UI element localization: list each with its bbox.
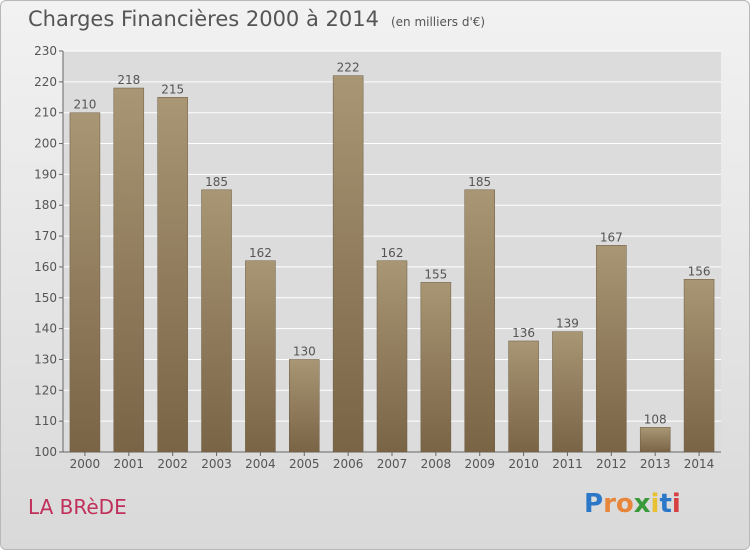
bar xyxy=(69,112,101,453)
y-tick-label: 120 xyxy=(34,383,57,397)
x-tick-label: 2000 xyxy=(70,457,101,471)
logo-letter: t xyxy=(659,489,672,519)
x-tick-label: 2005 xyxy=(289,457,320,471)
bar xyxy=(508,340,539,453)
x-tick-label: 2013 xyxy=(640,457,671,471)
y-tick-label: 170 xyxy=(34,229,57,243)
x-tick-label: 2011 xyxy=(552,457,583,471)
proxiti-logo: Proxiti xyxy=(584,489,681,519)
bar-value-label: 167 xyxy=(600,230,623,244)
bar xyxy=(420,282,452,453)
bar-value-label: 185 xyxy=(468,175,491,189)
chart-subtitle: (en milliers d'€) xyxy=(390,15,486,29)
x-tick-label: 2014 xyxy=(684,457,715,471)
y-tick-label: 210 xyxy=(34,106,57,120)
y-tick-label: 150 xyxy=(34,291,57,305)
bar xyxy=(683,279,715,453)
logo-letter: i xyxy=(671,489,681,519)
x-tick-label: 2006 xyxy=(333,457,364,471)
bar-value-label: 210 xyxy=(73,98,96,112)
y-tick-label: 220 xyxy=(34,75,57,89)
y-tick-label: 180 xyxy=(34,198,57,212)
bar xyxy=(113,87,145,453)
y-tick-label: 160 xyxy=(34,260,57,274)
y-tick-label: 110 xyxy=(34,414,57,428)
bar xyxy=(464,189,495,453)
bar-value-label: 130 xyxy=(293,344,316,358)
commune-name: LA BRèDE xyxy=(28,495,127,519)
bar-value-label: 218 xyxy=(117,73,140,87)
y-tick-label: 140 xyxy=(34,322,57,336)
bar-value-label: 108 xyxy=(644,412,667,426)
bar xyxy=(332,75,364,453)
bar-value-label: 215 xyxy=(161,82,184,96)
bar-value-label: 162 xyxy=(249,246,272,260)
y-tick-label: 190 xyxy=(34,167,57,181)
bar xyxy=(596,245,627,453)
bar xyxy=(157,97,188,453)
bar-value-label: 156 xyxy=(688,264,711,278)
bar xyxy=(289,359,320,453)
x-tick-label: 2012 xyxy=(596,457,627,471)
bar-value-label: 185 xyxy=(205,175,228,189)
bar xyxy=(201,189,232,453)
x-tick-label: 2007 xyxy=(377,457,408,471)
bar xyxy=(639,427,671,453)
bar xyxy=(552,331,583,453)
logo-letter: r xyxy=(603,489,616,519)
x-tick-label: 2002 xyxy=(157,457,188,471)
x-tick-label: 2008 xyxy=(421,457,452,471)
bar-value-label: 162 xyxy=(381,246,404,260)
bar-value-label: 136 xyxy=(512,326,535,340)
x-tick-label: 2001 xyxy=(114,457,145,471)
logo-letter: P xyxy=(584,489,604,519)
x-tick-label: 2004 xyxy=(245,457,276,471)
bar-value-label: 155 xyxy=(424,267,447,281)
bar-value-label: 222 xyxy=(337,61,360,75)
y-tick-label: 200 xyxy=(34,137,57,151)
y-tick-label: 230 xyxy=(34,44,57,58)
bar xyxy=(376,260,408,453)
bar-value-label: 139 xyxy=(556,317,579,331)
x-tick-label: 2009 xyxy=(464,457,495,471)
logo-letter: i xyxy=(650,489,660,519)
logo-letter: o xyxy=(615,489,634,519)
y-tick-label: 100 xyxy=(34,445,57,459)
x-tick-label: 2010 xyxy=(508,457,539,471)
title-text: Charges Financières 2000 à 2014 xyxy=(28,7,379,31)
bar xyxy=(245,260,276,453)
y-tick-label: 130 xyxy=(34,352,57,366)
chart-title: Charges Financières 2000 à 2014 (en milli… xyxy=(28,7,485,31)
logo-letter: x xyxy=(633,489,651,519)
x-tick-label: 2003 xyxy=(201,457,232,471)
